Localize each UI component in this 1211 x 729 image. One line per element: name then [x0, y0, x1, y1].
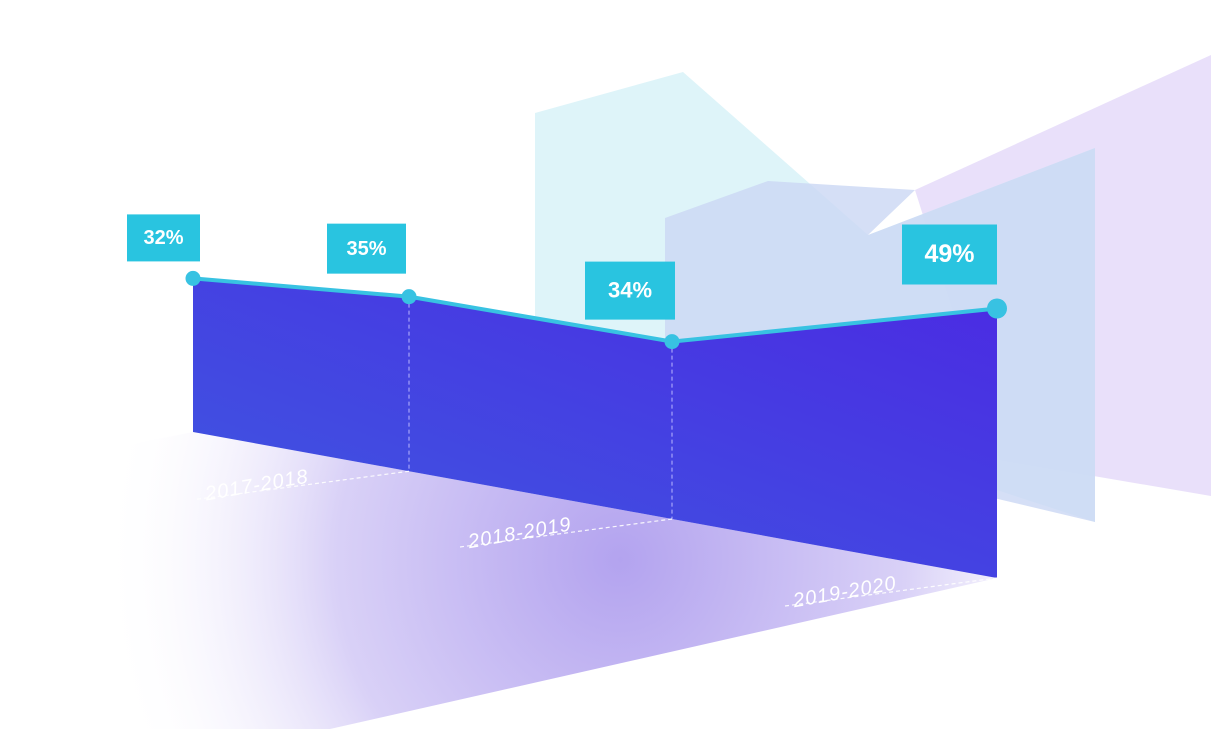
category-guide [459, 518, 673, 548]
area [193, 278, 997, 578]
category-guide [196, 470, 410, 500]
point [401, 289, 417, 305]
line [192, 276, 998, 344]
category-guide [784, 577, 998, 607]
point [987, 298, 1007, 319]
value-label: 34% [608, 277, 652, 302]
label-box [585, 261, 675, 320]
label-box [902, 224, 997, 285]
point [664, 334, 680, 350]
value-label: 32% [143, 227, 183, 249]
value-label: 35% [346, 238, 386, 260]
value-label: 49% [924, 240, 974, 268]
label-box [127, 214, 200, 262]
point [185, 270, 201, 286]
label-box [327, 223, 406, 274]
